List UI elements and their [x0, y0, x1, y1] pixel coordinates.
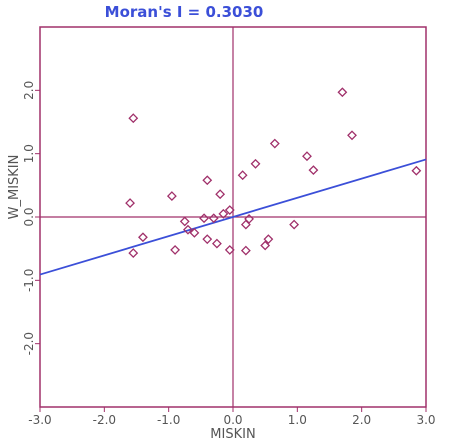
y-tick-label: 1.0 [22, 144, 36, 163]
data-point [179, 216, 190, 227]
data-point [128, 113, 139, 124]
chart-title: Moran's I = 0.3030 [105, 3, 264, 21]
data-point [138, 232, 148, 243]
data-point [128, 248, 139, 259]
x-tick-label: 0.0 [223, 413, 242, 427]
x-axis-ticks: -3.0 -2.0 -1.0 0.0 1.0 2.0 3.0 [28, 407, 436, 427]
data-point [218, 208, 229, 219]
data-point [269, 138, 280, 149]
data-point [202, 175, 213, 186]
data-point [263, 234, 274, 245]
y-axis-label: W_MISKIN [7, 155, 22, 220]
data-point [250, 158, 261, 169]
data-point [302, 151, 312, 162]
data-point [240, 219, 251, 230]
x-tick-label: 1.0 [288, 413, 307, 427]
x-tick-label: 2.0 [352, 413, 371, 427]
data-point [337, 87, 348, 98]
data-point [308, 165, 319, 176]
data-point [202, 234, 213, 245]
x-axis-label: MISKIN [210, 427, 255, 442]
x-tick-label: -3.0 [28, 413, 51, 427]
data-point [208, 213, 219, 224]
regression-line [39, 158, 427, 276]
data-point [166, 191, 177, 202]
data-point [125, 198, 135, 208]
data-point [224, 245, 235, 255]
y-axis-ticks: -2.0 -1.0 0.0 1.0 2.0 [22, 81, 40, 355]
data-point [224, 205, 235, 215]
data-point [215, 189, 226, 200]
x-tick-label: 3.0 [416, 413, 435, 427]
y-tick-label: -2.0 [22, 332, 36, 355]
data-point [170, 245, 181, 255]
data-point [411, 165, 422, 176]
y-tick-label: -1.0 [22, 269, 36, 292]
data-point [237, 170, 248, 181]
scatter-points [125, 87, 422, 259]
data-point [211, 238, 222, 249]
data-point [240, 245, 251, 256]
data-point [183, 224, 193, 235]
x-tick-label: -1.0 [157, 413, 180, 427]
data-point [347, 130, 357, 141]
x-tick-label: -2.0 [93, 413, 116, 427]
y-tick-label: 2.0 [22, 81, 36, 100]
y-tick-label: 0.0 [22, 207, 36, 226]
data-point [289, 219, 300, 230]
data-point [260, 240, 271, 251]
data-point [199, 213, 209, 224]
data-point [189, 227, 200, 238]
